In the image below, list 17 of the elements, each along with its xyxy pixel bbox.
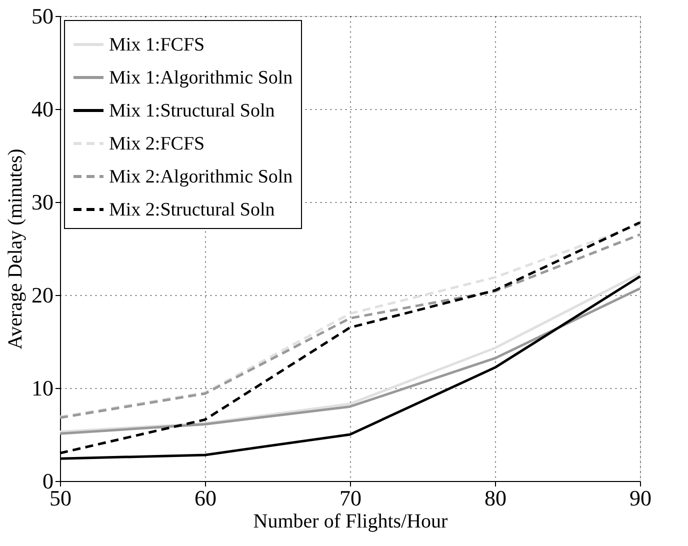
- legend-label: Mix 1:FCFS: [109, 34, 205, 56]
- legend-label: Mix 2:FCFS: [109, 134, 205, 154]
- x-tick-label: 60: [194, 486, 216, 510]
- legend-label: Mix 2:Algorithmic Soln: [109, 166, 294, 188]
- y-tick-label: 10: [32, 376, 54, 400]
- y-tick-label: 40: [32, 96, 54, 122]
- x-tick-label: 80: [484, 486, 506, 510]
- y-tick-label: 20: [32, 282, 54, 308]
- legend-label: Mix 2:Structural Soln: [109, 200, 276, 220]
- x-axis-title: Number of Flights/Hour: [253, 510, 448, 532]
- legend-label: Mix 1:Algorithmic Soln: [109, 68, 294, 88]
- y-axis-title: Average Delay (minutes): [4, 148, 26, 350]
- y-tick-label: 30: [32, 190, 54, 214]
- legend-label: Mix 1:Structural Soln: [109, 100, 276, 122]
- x-tick-label: 90: [630, 486, 652, 510]
- x-tick-label: 70: [340, 486, 362, 510]
- y-tick-label: 50: [32, 4, 54, 28]
